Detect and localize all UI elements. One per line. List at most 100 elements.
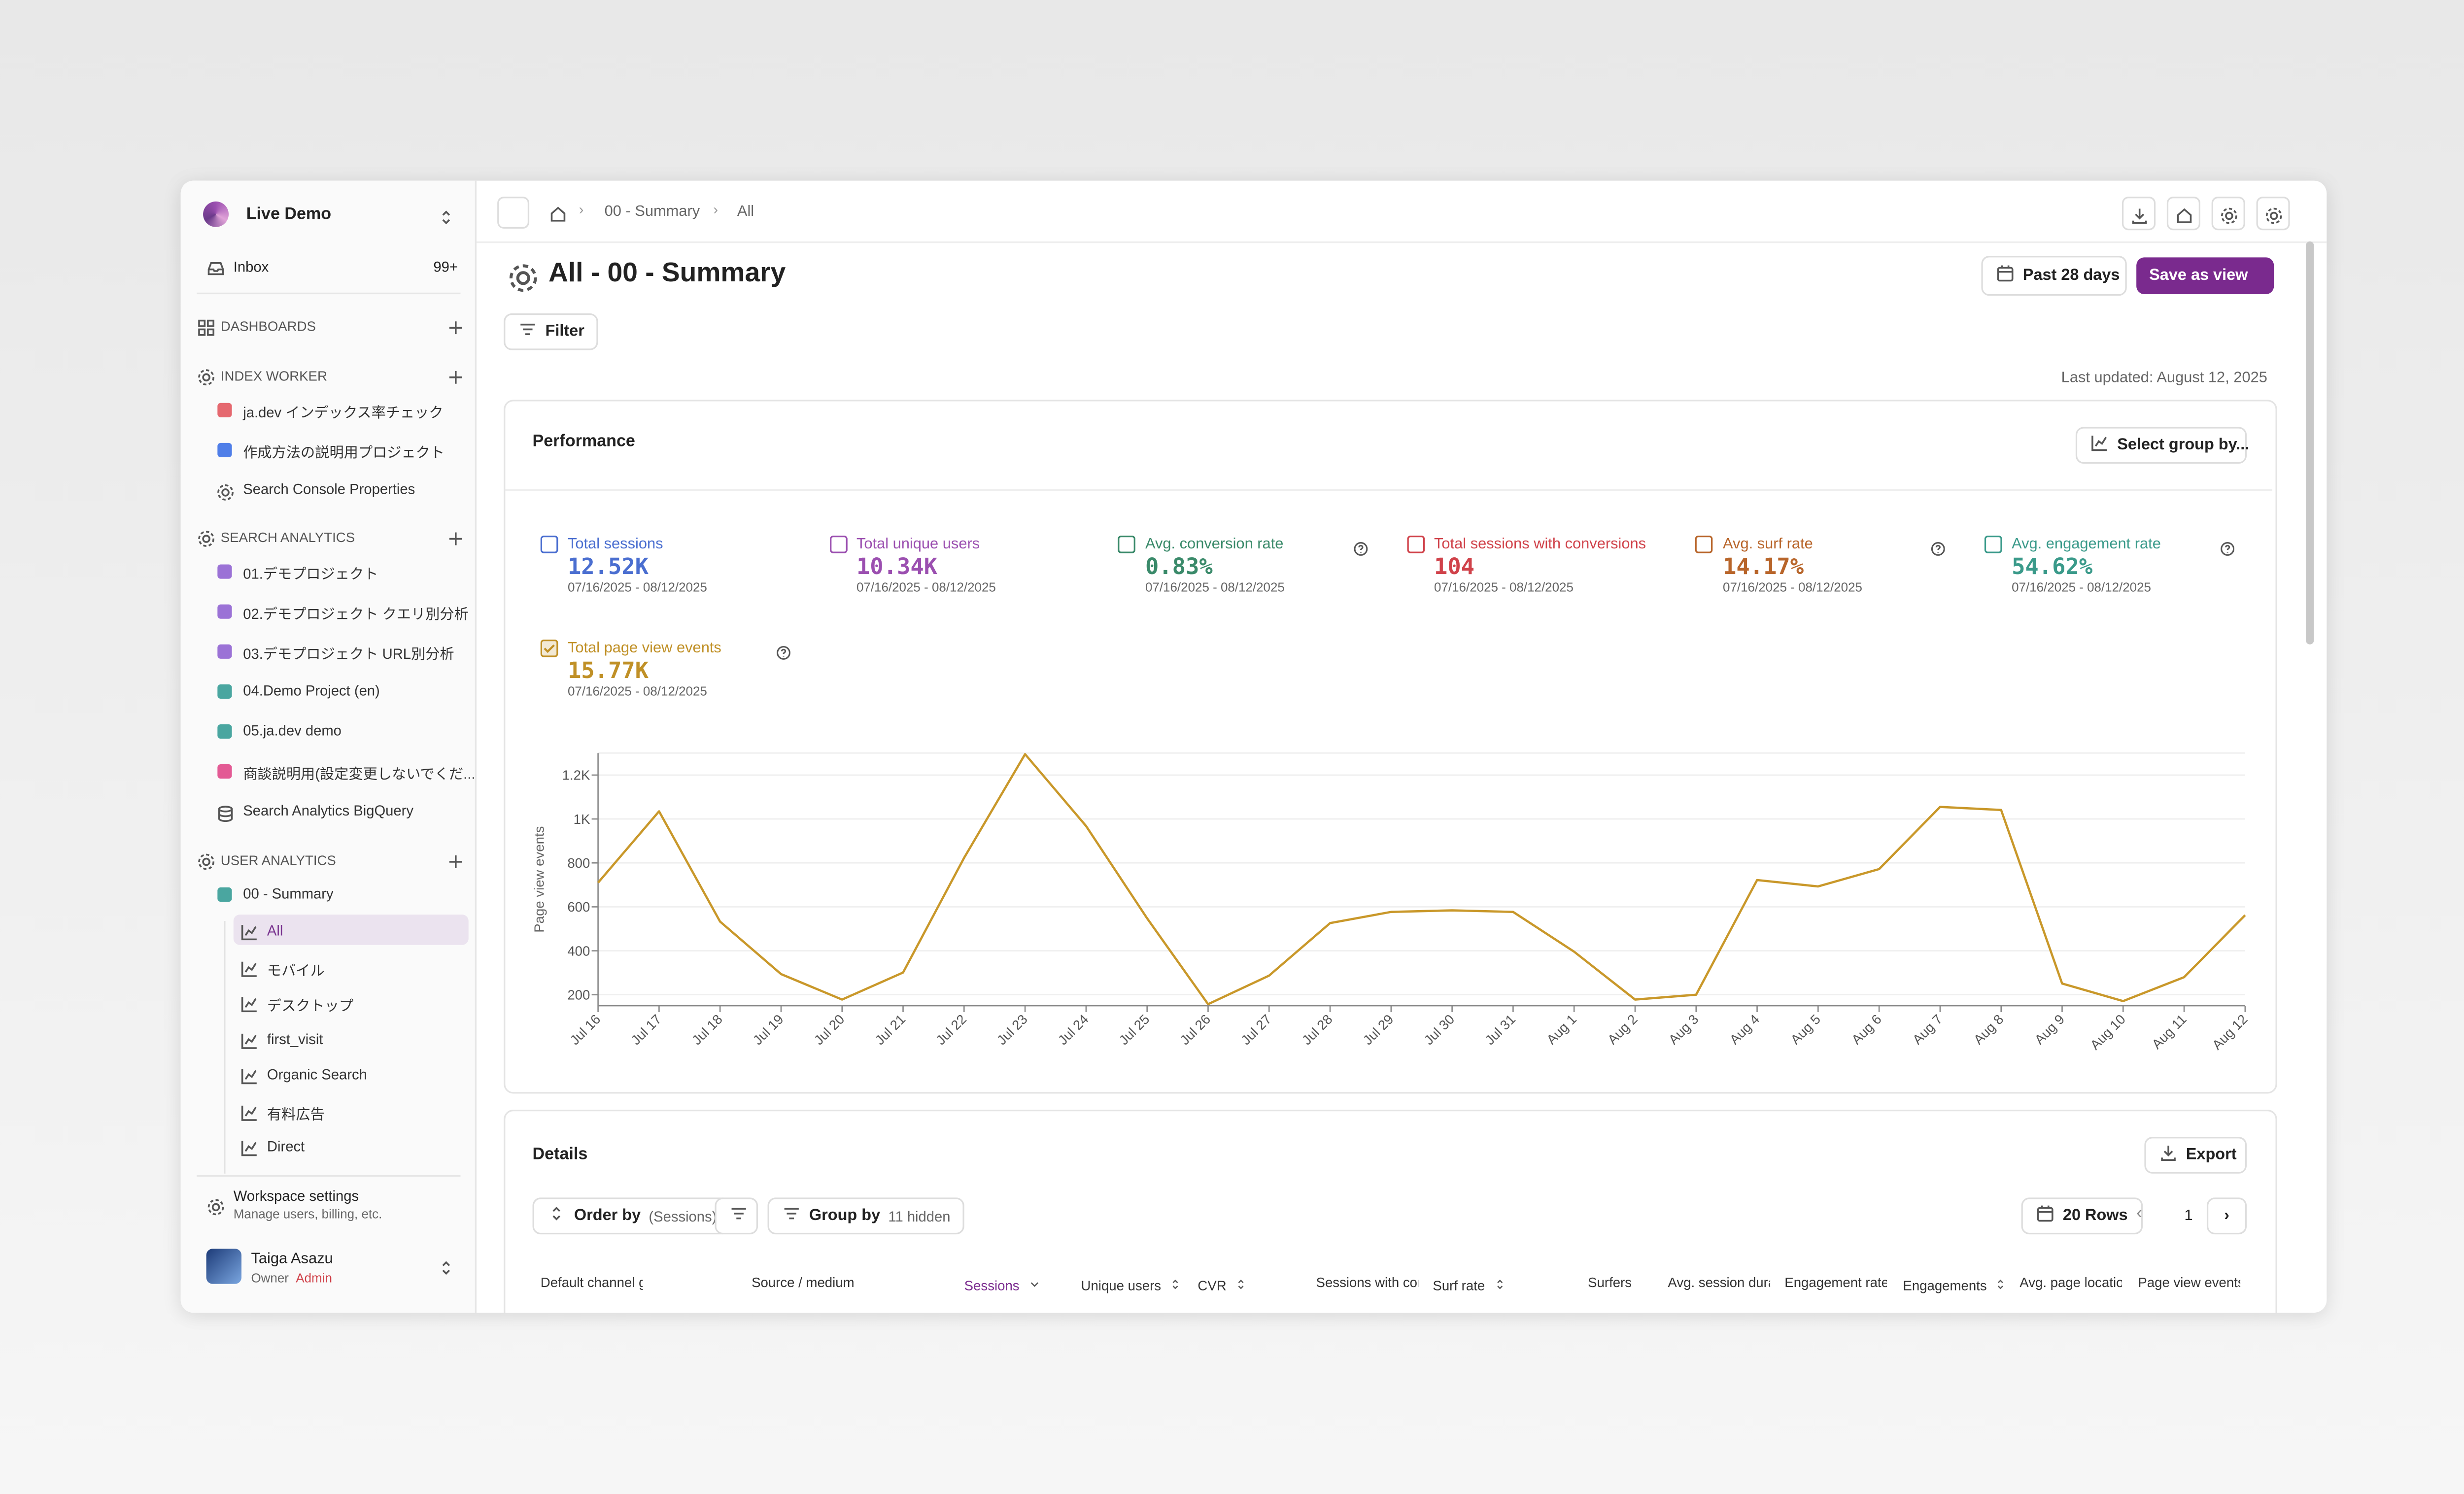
y-tick-label: 400 (567, 943, 590, 958)
section-add (446, 528, 465, 556)
icon-part (520, 323, 535, 335)
nav-child[interactable]: モバイル (267, 961, 325, 978)
column-header[interactable]: Sessions (964, 1274, 1044, 1296)
toolbar-button[interactable] (2256, 197, 2290, 233)
card-divider (505, 489, 2273, 491)
next-page[interactable]: › (2206, 1197, 2247, 1235)
toolbar-button[interactable] (2122, 197, 2156, 233)
column-header[interactable]: Avg. session duration (1668, 1274, 1770, 1290)
metric-name: Avg. engagement rate (2012, 536, 2161, 553)
sort-icon (1027, 1278, 1040, 1293)
nav-item[interactable]: 05.ja.dev demo (243, 722, 342, 739)
button-label: 11 hidden (888, 1208, 951, 1224)
item-dot (217, 564, 232, 579)
icon-part (241, 1069, 257, 1085)
group-by-button[interactable]: Group by 11 hidden (767, 1197, 965, 1235)
sidebar-toggle[interactable] (497, 197, 530, 229)
filter-button[interactable]: Filter (504, 313, 599, 350)
nav-item[interactable]: Search Console Properties (243, 481, 415, 498)
icon-part (241, 997, 257, 1013)
rows-button[interactable]: 20 Rows (2021, 1197, 2142, 1235)
nav-item[interactable]: 01.デモプロジェクト (243, 566, 378, 582)
metric-checkbox[interactable] (540, 536, 558, 553)
toolbar-icon (2264, 204, 2284, 233)
save-view-button[interactable]: Save as view (2136, 257, 2274, 295)
x-tick-label: Jul 31 (1482, 1012, 1518, 1048)
column-header[interactable]: Surfers (1588, 1274, 1632, 1290)
sort-dir-button[interactable] (715, 1197, 758, 1235)
breadcrumb[interactable]: 00 - Summary (604, 203, 700, 221)
icon-part (241, 1033, 257, 1049)
column-header[interactable]: Avg. page location (2019, 1274, 2122, 1290)
nav-item[interactable]: 00 - Summary (243, 885, 334, 902)
x-tick-label: Jul 16 (567, 1012, 603, 1048)
metric-checkbox[interactable] (540, 639, 558, 657)
y-axis-label: Page view events (531, 826, 547, 933)
icon-part (2037, 1207, 2053, 1222)
metric-checkbox[interactable] (1984, 536, 2002, 553)
icon-part (442, 210, 450, 225)
date-button[interactable]: Past 28 days (1981, 256, 2127, 296)
y-tick-label: 1.2K (562, 768, 590, 783)
nav-item[interactable]: 04.Demo Project (en) (243, 682, 380, 699)
column-header[interactable]: Surf rate (1433, 1274, 1508, 1296)
nav-child[interactable]: デスクトップ (267, 997, 354, 1014)
nav-item[interactable]: ja.dev インデックス率チェック (243, 404, 444, 421)
metric-checkbox[interactable] (1406, 536, 1425, 553)
order-by-button[interactable]: Order by (Sessions) (532, 1197, 731, 1235)
metric-value: 104 (1434, 554, 1475, 580)
icon-part (1497, 1279, 1502, 1290)
column-header[interactable]: Page view events (2138, 1274, 2240, 1290)
column-label: Sessions (964, 1277, 1020, 1294)
toolbar-button[interactable] (2211, 197, 2245, 231)
x-tick-label: Aug 2 (1605, 1012, 1641, 1048)
column-header[interactable]: Default channel group (541, 1274, 643, 1290)
nav-child[interactable]: Direct (267, 1138, 305, 1154)
nav-item[interactable]: Search Analytics BigQuery (243, 802, 414, 819)
nav-item[interactable]: 03.デモプロジェクト URL別分析 (243, 645, 454, 662)
toolbar-button[interactable] (2166, 197, 2200, 231)
export-button[interactable]: Export (2144, 1137, 2247, 1174)
icon-part (1932, 542, 1946, 556)
x-tick-label: Aug 3 (1666, 1012, 1702, 1048)
metric-name: Total page view events (567, 639, 721, 657)
x-tick-label: Jul 22 (933, 1012, 969, 1048)
sort-icon (547, 1204, 566, 1228)
x-tick-label: Aug 9 (2031, 1012, 2067, 1048)
icon-part (198, 319, 214, 336)
column-header[interactable]: Source / medium (752, 1274, 854, 1290)
column-header[interactable]: Unique users (1081, 1274, 1185, 1296)
nav-child[interactable]: first_visit (267, 1030, 323, 1047)
home-icon (548, 203, 568, 232)
metric-checkbox[interactable] (1695, 536, 1713, 553)
column-header[interactable]: Sessions with conversions (1316, 1274, 1419, 1290)
icon-part (241, 997, 257, 1013)
nav-child[interactable]: Organic Search (267, 1066, 367, 1083)
item-dot (217, 684, 232, 699)
metric-checkbox[interactable] (1118, 536, 1136, 553)
metric-checkbox[interactable] (829, 536, 847, 553)
nav-item[interactable]: 作成方法の説明用プロジェクト (243, 444, 445, 461)
nav-item[interactable]: 02.デモプロジェクト クエリ別分析 (243, 606, 469, 622)
x-tick-label: Jul 24 (1055, 1012, 1092, 1048)
inbox-label[interactable]: Inbox (233, 259, 269, 275)
column-header[interactable]: CVR (1198, 1274, 1250, 1296)
metric-range: 07/16/2025 - 08/12/2025 (2012, 580, 2151, 595)
icon-part (442, 210, 450, 225)
x-tick-label: Jul 21 (872, 1012, 908, 1048)
nav-child[interactable]: 有料広告 (267, 1105, 325, 1122)
settings-title[interactable]: Workspace settings (233, 1188, 359, 1204)
section-add (446, 850, 465, 879)
prev-page[interactable]: ‹ (2136, 1204, 2143, 1223)
breadcrumb-sep: › (579, 201, 584, 218)
column-header[interactable]: Engagements (1903, 1274, 2011, 1296)
toolbar-icon (2130, 204, 2149, 233)
icon-part (217, 484, 234, 501)
group-by-button[interactable]: Select group by... (2075, 427, 2249, 464)
column-header[interactable]: Engagement rate (1784, 1274, 1887, 1290)
icon-part (198, 531, 214, 547)
breadcrumb[interactable]: All (737, 203, 754, 221)
nav-item[interactable]: 商談説明用(設定変更しないでくだ... (243, 766, 476, 782)
nav-child[interactable]: All (267, 922, 283, 939)
